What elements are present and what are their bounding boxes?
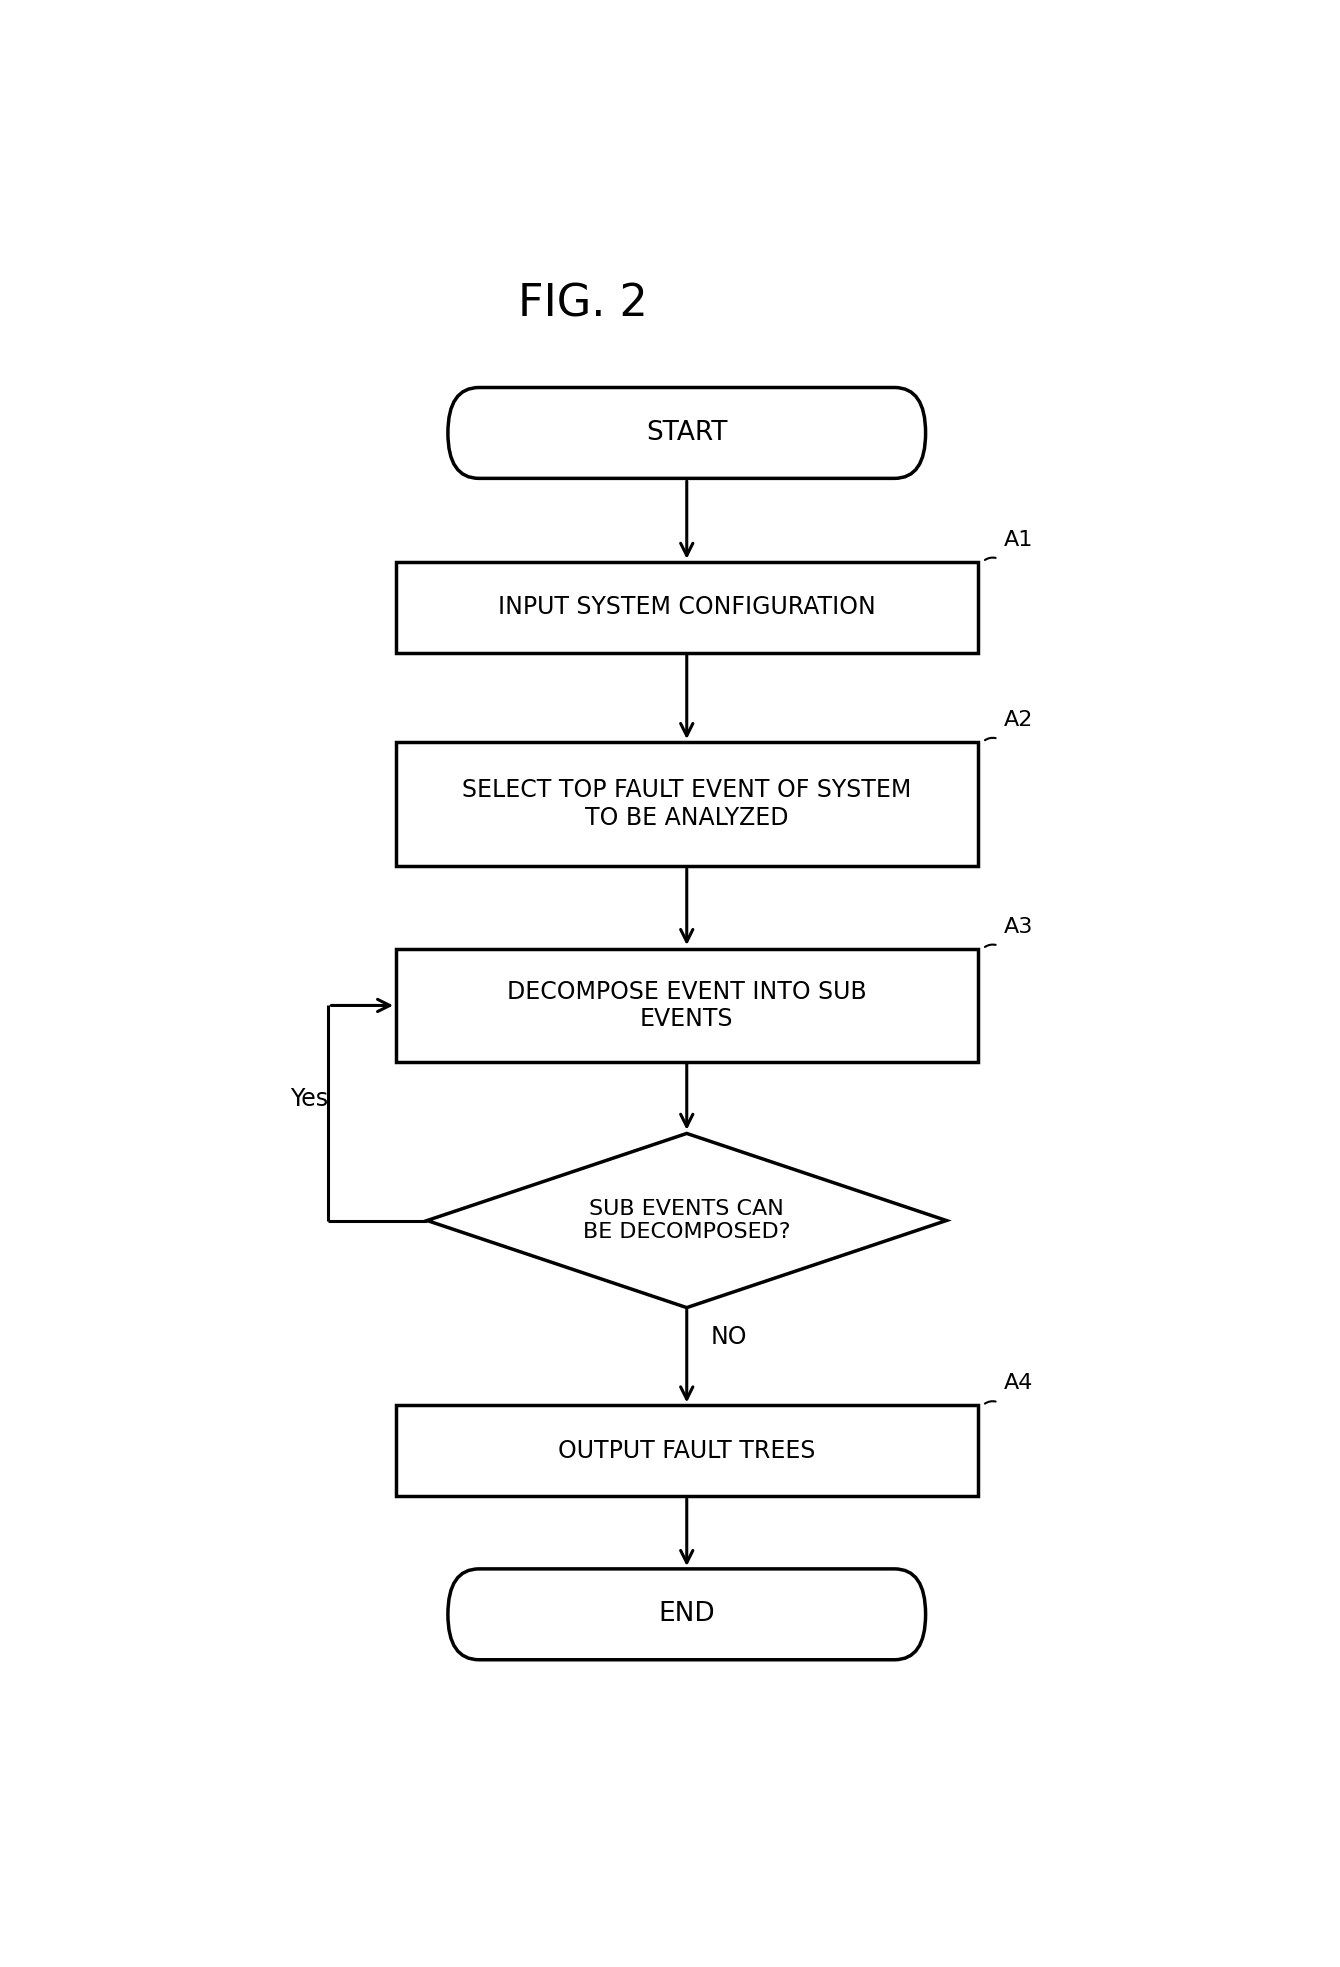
Text: A4: A4 [1004,1373,1033,1393]
Polygon shape [427,1133,946,1308]
Text: A1: A1 [1004,529,1033,549]
Bar [397,1404,978,1497]
Text: SUB EVENTS CAN
BE DECOMPOSED?: SUB EVENTS CAN BE DECOMPOSED? [583,1200,791,1241]
Bar [397,563,978,653]
Text: Yes: Yes [289,1088,328,1111]
FancyBboxPatch shape [448,1570,926,1660]
Bar [397,948,978,1062]
Text: NO: NO [710,1326,748,1349]
Text: OUTPUT FAULT TREES: OUTPUT FAULT TREES [557,1438,816,1463]
Text: END: END [658,1601,716,1627]
Text: INPUT SYSTEM CONFIGURATION: INPUT SYSTEM CONFIGURATION [498,596,875,620]
Text: SELECT TOP FAULT EVENT OF SYSTEM
TO BE ANALYZED: SELECT TOP FAULT EVENT OF SYSTEM TO BE A… [462,779,911,830]
Text: START: START [646,419,728,447]
FancyBboxPatch shape [448,387,926,478]
Bar [397,742,978,865]
Text: A3: A3 [1004,917,1033,936]
Text: A2: A2 [1004,710,1033,730]
Text: DECOMPOSE EVENT INTO SUB
EVENTS: DECOMPOSE EVENT INTO SUB EVENTS [507,980,867,1031]
Text: FIG. 2: FIG. 2 [519,283,647,327]
